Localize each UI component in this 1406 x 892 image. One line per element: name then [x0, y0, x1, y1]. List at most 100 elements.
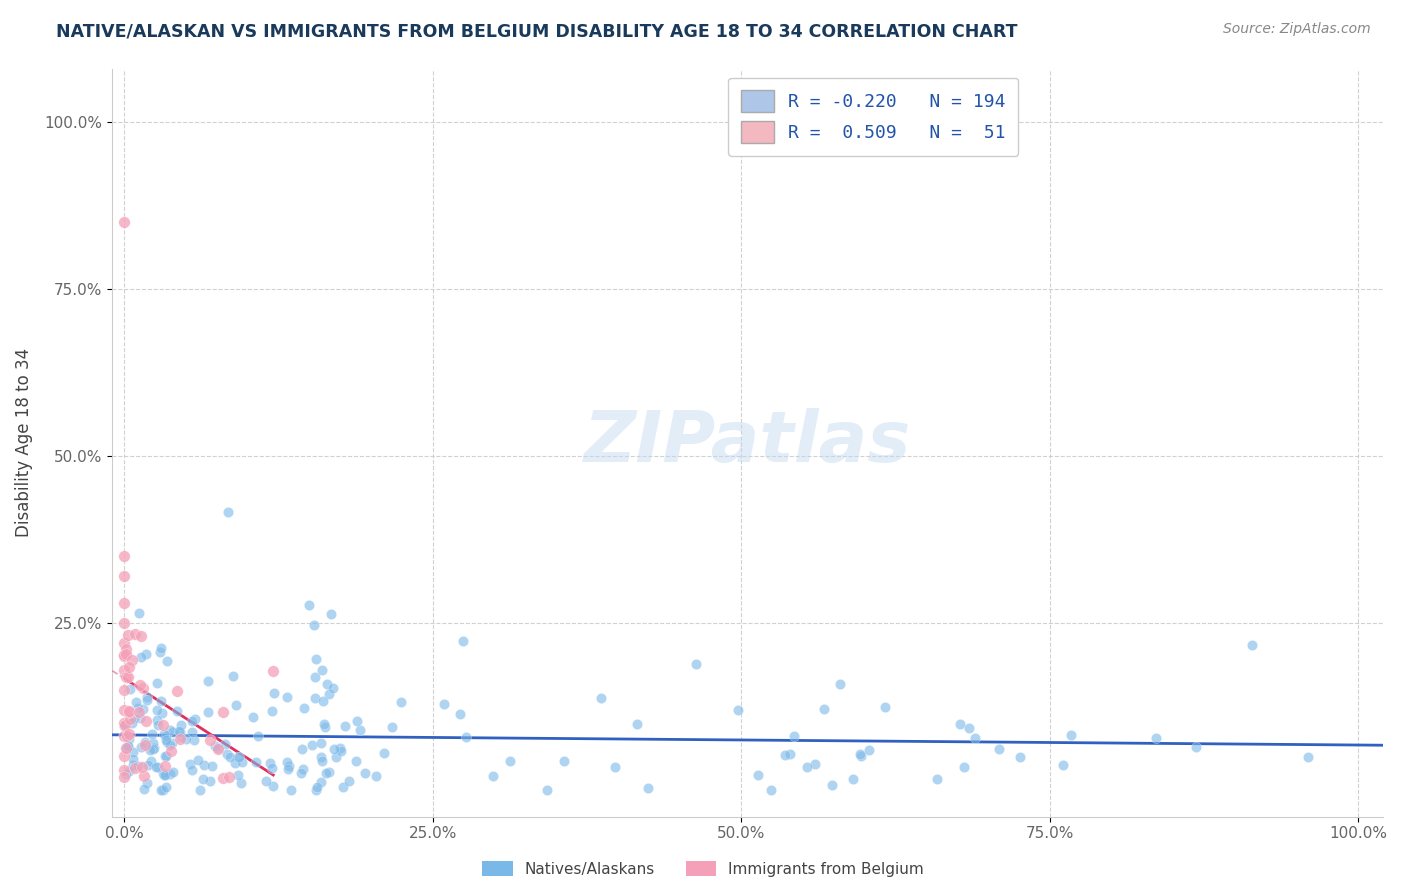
Point: [191, 772, 214, 786]
Point: [117, 628, 139, 642]
Point: [150, 640, 173, 655]
Point: [169, 723, 191, 738]
Point: [152, 727, 174, 741]
Point: [162, 764, 184, 779]
Point: [229, 776, 252, 790]
Point: [263, 686, 285, 700]
Point: [136, 776, 159, 790]
Point: [153, 768, 176, 782]
Point: [155, 780, 177, 795]
Point: [112, 682, 135, 697]
Point: [190, 783, 212, 797]
Point: [311, 694, 333, 708]
Point: [858, 743, 880, 757]
Point: [262, 761, 284, 775]
Point: [214, 737, 236, 751]
Point: [129, 739, 152, 754]
Point: [553, 755, 575, 769]
Point: [125, 695, 148, 709]
Point: [349, 723, 371, 737]
Point: [319, 607, 342, 621]
Point: [314, 721, 336, 735]
Point: [155, 749, 177, 764]
Point: [121, 745, 143, 759]
Point: [112, 596, 135, 610]
Text: Source: ZipAtlas.com: Source: ZipAtlas.com: [1223, 22, 1371, 37]
Point: [118, 660, 141, 674]
Point: [332, 780, 354, 795]
Text: NATIVE/ALASKAN VS IMMIGRANTS FROM BELGIUM DISABILITY AGE 18 TO 34 CORRELATION CH: NATIVE/ALASKAN VS IMMIGRANTS FROM BELGIU…: [56, 22, 1018, 40]
Point: [276, 755, 298, 769]
Point: [292, 701, 315, 715]
Point: [298, 599, 321, 613]
Point: [278, 759, 301, 773]
Point: [311, 755, 333, 769]
Point: [138, 758, 160, 772]
Point: [115, 670, 138, 684]
Point: [118, 706, 141, 720]
Point: [813, 702, 835, 716]
Point: [183, 733, 205, 747]
Point: [132, 782, 155, 797]
Point: [301, 739, 323, 753]
Point: [337, 774, 360, 789]
Point: [149, 644, 172, 658]
Point: [118, 712, 141, 726]
Point: [122, 752, 145, 766]
Point: [169, 724, 191, 739]
Point: [454, 730, 477, 744]
Point: [112, 549, 135, 563]
Point: [305, 652, 328, 666]
Point: [322, 681, 344, 696]
Point: [366, 769, 388, 783]
Point: [453, 634, 475, 648]
Point: [727, 703, 749, 717]
Point: [180, 714, 202, 729]
Point: [215, 747, 238, 761]
Point: [131, 681, 153, 695]
Point: [112, 763, 135, 777]
Y-axis label: Disability Age 18 to 34: Disability Age 18 to 34: [15, 348, 32, 537]
Point: [156, 654, 179, 668]
Point: [155, 748, 177, 763]
Point: [169, 732, 191, 747]
Point: [160, 735, 183, 749]
Point: [302, 618, 325, 632]
Point: [246, 730, 269, 744]
Point: [112, 730, 135, 744]
Point: [112, 636, 135, 650]
Point: [254, 773, 277, 788]
Point: [842, 772, 865, 787]
Point: [231, 755, 253, 769]
Point: [318, 687, 340, 701]
Point: [325, 750, 347, 764]
Point: [304, 690, 326, 705]
Point: [150, 694, 173, 708]
Point: [170, 718, 193, 732]
Point: [114, 642, 136, 657]
Point: [224, 756, 246, 770]
Point: [112, 649, 135, 664]
Point: [1185, 739, 1208, 754]
Point: [821, 778, 844, 792]
Point: [160, 744, 183, 758]
Point: [146, 676, 169, 690]
Point: [292, 762, 315, 776]
Point: [925, 772, 948, 787]
Point: [849, 749, 872, 764]
Point: [120, 681, 142, 696]
Point: [193, 758, 215, 772]
Point: [311, 663, 333, 677]
Point: [197, 673, 219, 688]
Point: [141, 727, 163, 741]
Point: [197, 705, 219, 719]
Point: [166, 704, 188, 718]
Point: [323, 742, 346, 756]
Point: [309, 750, 332, 764]
Point: [117, 739, 139, 754]
Point: [204, 739, 226, 753]
Point: [305, 783, 328, 797]
Point: [218, 750, 240, 764]
Point: [127, 701, 149, 715]
Point: [783, 729, 806, 743]
